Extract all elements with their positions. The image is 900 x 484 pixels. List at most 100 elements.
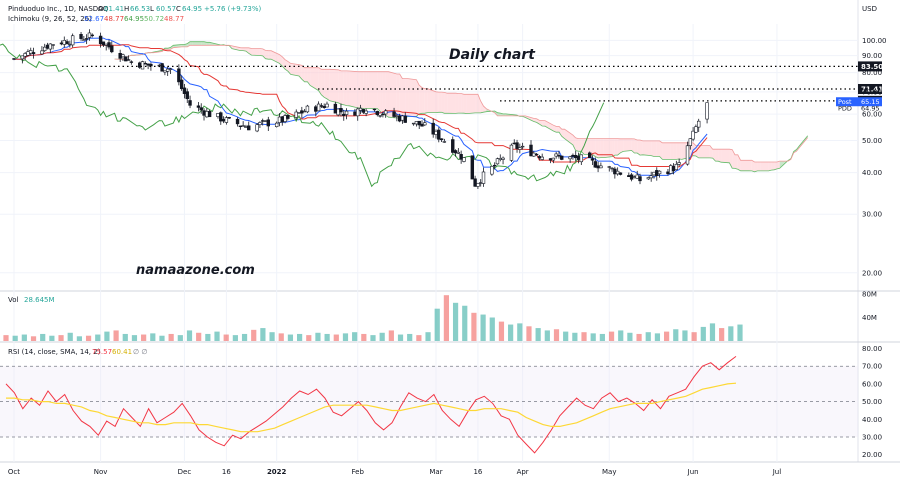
candle-body	[692, 131, 695, 139]
price-tick-label: 50.00	[862, 137, 882, 145]
candle-body	[71, 36, 74, 45]
candle-body	[398, 116, 401, 121]
volume-bar	[609, 332, 614, 341]
price-tick-label: 100.00	[862, 37, 887, 45]
cloud-segment	[676, 143, 679, 160]
time-tick-label: 16	[473, 468, 482, 476]
volume-bar	[490, 318, 495, 342]
candle-body	[259, 122, 262, 124]
cloud-segment	[425, 89, 428, 113]
candle-body	[166, 69, 169, 71]
candle-body	[275, 123, 278, 127]
volume-bar	[380, 333, 385, 341]
volume-bar	[214, 332, 219, 341]
candle-body	[482, 172, 485, 184]
candle-body	[169, 69, 172, 70]
cloud-segment	[634, 139, 637, 153]
candle-body	[672, 166, 675, 170]
cloud-segment	[618, 139, 621, 155]
candle-body	[286, 115, 289, 118]
rsi-tick-label: 30.00	[862, 434, 882, 442]
cloud-segment	[338, 70, 341, 104]
chart-title: Daily chart	[449, 47, 536, 63]
price-tick-label: 40.00	[862, 169, 882, 177]
candle-body	[611, 168, 614, 169]
candle-body	[261, 121, 264, 122]
time-tick-label: Feb	[352, 468, 365, 476]
price-tick-label: 20.00	[862, 269, 882, 277]
candle-body	[256, 125, 259, 131]
cloud-segment	[612, 139, 615, 157]
time-tick-label: Mar	[429, 468, 442, 476]
rsi-label: RSI (14, close, SMA, 14, 2)	[8, 348, 101, 356]
candle-body	[300, 111, 303, 113]
candle-body	[569, 157, 572, 159]
rsi-tick-label: 60.00	[862, 380, 882, 388]
volume-tick-label: 40M	[862, 314, 877, 322]
candle-body	[384, 111, 387, 114]
candle-body	[530, 145, 533, 156]
cloud-segment	[266, 50, 269, 59]
volume-bar	[737, 325, 742, 341]
volume-bar	[536, 328, 541, 341]
cloud-segment	[556, 126, 559, 132]
symbol-line: Pinduoduo Inc., 1D, NASDAQ	[8, 5, 109, 13]
cloud-segment	[595, 139, 598, 158]
candle-body	[689, 139, 692, 146]
candle-body	[558, 155, 561, 156]
candle-body	[653, 172, 656, 175]
cloud-segment	[366, 72, 369, 109]
candle-body	[236, 119, 239, 124]
rsi-tick-label: 70.00	[862, 363, 882, 371]
cloud-segment	[755, 162, 758, 172]
cloud-segment	[679, 143, 682, 160]
ohlc-high-value: 66.53	[130, 5, 150, 13]
candle-body	[440, 139, 443, 140]
candle-body	[474, 179, 477, 187]
cloud-segment	[657, 141, 660, 157]
volume-bar	[343, 333, 348, 341]
cloud-segment	[623, 139, 631, 152]
candle-body	[521, 146, 524, 147]
candle-body	[493, 165, 496, 166]
cloud-segment	[341, 71, 344, 105]
volume-bar	[508, 325, 513, 341]
volume-bar	[618, 330, 623, 341]
candle-body	[281, 117, 284, 122]
cloud-segment	[576, 138, 579, 151]
ichimoku-base-value: 48.77	[104, 15, 124, 23]
time-tick-label: Dec	[178, 468, 192, 476]
candle-body	[639, 177, 642, 181]
cloud-segment	[369, 72, 377, 109]
ohlc-low-label: L	[150, 5, 154, 13]
volume-bar	[646, 332, 651, 341]
time-tick-label: Jun	[687, 468, 699, 476]
candle-body	[105, 44, 108, 45]
candle-body	[572, 155, 575, 156]
candle-body	[150, 64, 153, 66]
time-tick-label: Apr	[517, 468, 529, 476]
candle-body	[496, 159, 499, 164]
ohlc-close-label: C	[176, 5, 181, 13]
cloud-segment	[735, 155, 738, 169]
cloud-segment	[651, 141, 654, 157]
candle-body	[340, 108, 343, 112]
volume-bar	[260, 328, 265, 341]
candle-body	[577, 156, 580, 159]
candle-body	[21, 56, 24, 59]
volume-bar	[325, 334, 330, 341]
cloud-segment	[439, 92, 442, 112]
cloud-segment	[643, 141, 651, 156]
price-tick-label: 60.00	[862, 111, 882, 119]
candle-body	[245, 127, 248, 128]
cloud-segment	[260, 48, 263, 55]
candle-body	[203, 111, 206, 116]
volume-bar	[692, 332, 697, 341]
volume-bar	[141, 335, 146, 341]
candle-body	[362, 109, 365, 112]
candle-body	[222, 119, 225, 121]
candle-body	[591, 159, 594, 161]
cloud-segment	[475, 94, 478, 113]
